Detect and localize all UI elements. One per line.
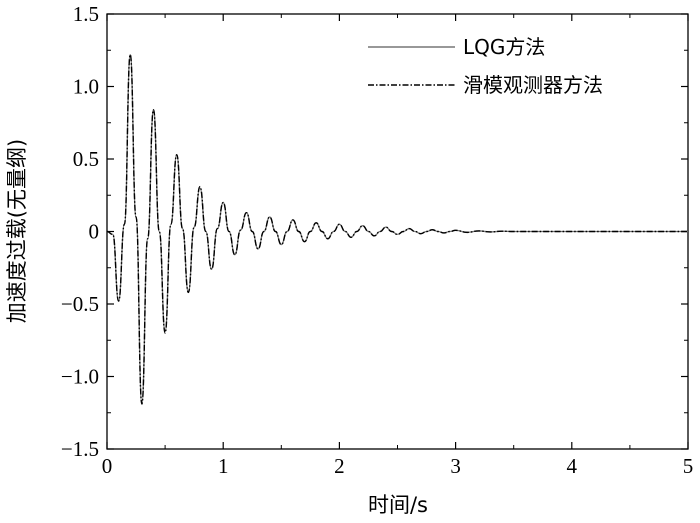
y-tick-label: −0.5 bbox=[61, 292, 99, 316]
y-tick-label: 1.0 bbox=[73, 75, 99, 99]
y-tick-label: 0.5 bbox=[73, 147, 99, 171]
y-axis-label: 加速度过载(无量纲) bbox=[5, 139, 29, 323]
y-tick-label: 1.5 bbox=[73, 2, 99, 26]
x-tick-label: 4 bbox=[567, 454, 578, 478]
y-tick-label: −1.0 bbox=[61, 365, 99, 389]
x-tick-label: 3 bbox=[450, 454, 461, 478]
x-tick-label: 1 bbox=[218, 454, 229, 478]
legend-label-smo: 滑模观测器方法 bbox=[463, 73, 603, 97]
series-group bbox=[106, 53, 688, 405]
legend-label-lqg: LQG方法 bbox=[463, 35, 545, 59]
x-tick-label: 0 bbox=[102, 454, 113, 478]
legend: LQG方法 滑模观测器方法 bbox=[368, 35, 603, 97]
y-tick-label: 0 bbox=[89, 220, 100, 244]
x-tick-label: 2 bbox=[334, 454, 345, 478]
x-tick-label: 5 bbox=[683, 454, 694, 478]
series-line-smo bbox=[106, 53, 688, 405]
y-tick-label: −1.5 bbox=[61, 437, 99, 461]
axes: 0 1 2 3 4 5 −1.5 −1.0 −0.5 0 0.5 1.0 1.5 bbox=[61, 2, 693, 478]
x-axis-label: 时间/s bbox=[368, 493, 428, 517]
